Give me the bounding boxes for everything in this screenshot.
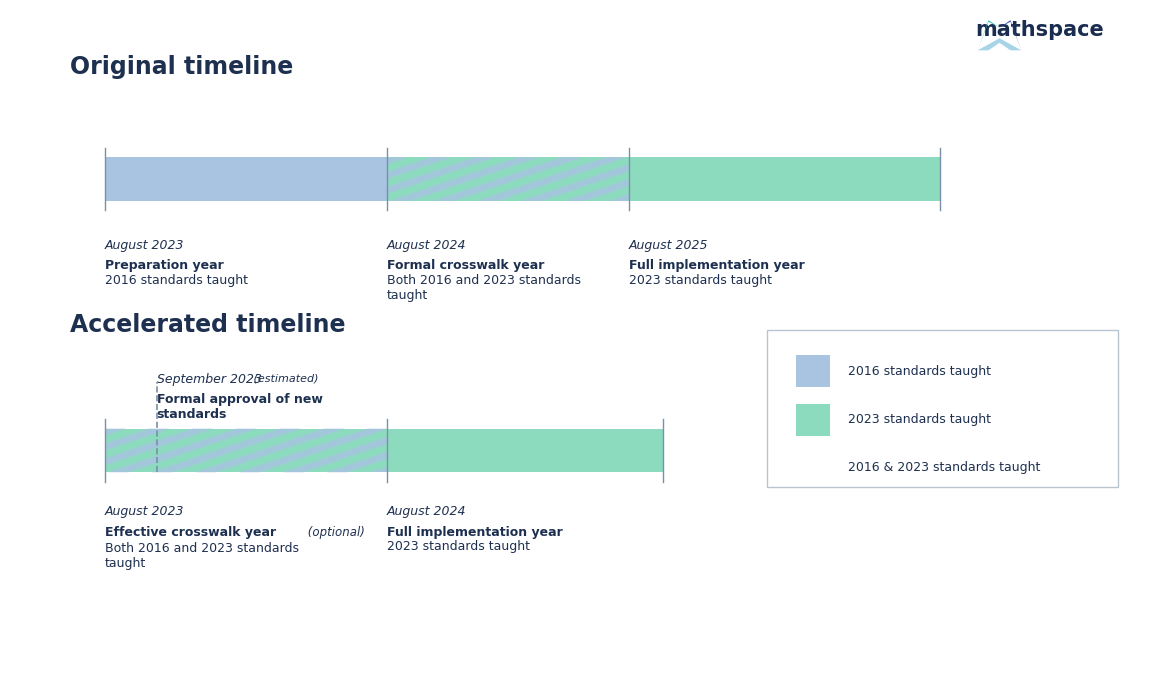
Text: August 2023: August 2023 (105, 240, 185, 252)
Text: August 2024: August 2024 (387, 505, 466, 518)
Text: Formal approval of new
standards: Formal approval of new standards (157, 394, 323, 421)
Text: mathspace: mathspace (975, 20, 1104, 40)
Polygon shape (327, 452, 387, 472)
Text: Original timeline: Original timeline (70, 55, 294, 79)
Text: (optional): (optional) (304, 526, 365, 538)
Polygon shape (796, 470, 830, 484)
Polygon shape (105, 429, 170, 450)
Polygon shape (434, 157, 583, 201)
Text: Accelerated timeline: Accelerated timeline (70, 313, 346, 337)
Text: August 2025: August 2025 (629, 240, 709, 252)
Text: 2023 standards taught: 2023 standards taught (387, 540, 530, 553)
Polygon shape (387, 157, 495, 194)
Polygon shape (977, 20, 999, 50)
Bar (387, 429, 664, 472)
Polygon shape (522, 164, 629, 201)
Polygon shape (105, 429, 213, 466)
Text: Full implementation year: Full implementation year (629, 259, 804, 273)
Bar (105, 429, 387, 472)
Polygon shape (195, 429, 344, 472)
Polygon shape (387, 157, 407, 164)
Text: (estimated): (estimated) (250, 374, 319, 384)
Bar (796, 452, 830, 484)
Text: August 2023: August 2023 (105, 505, 185, 518)
Text: Preparation year: Preparation year (105, 259, 224, 273)
Bar (105, 157, 387, 201)
FancyBboxPatch shape (767, 330, 1118, 487)
Text: Both 2016 and 2023 standards
taught: Both 2016 and 2023 standards taught (387, 274, 582, 302)
Text: 2023 standards taught: 2023 standards taught (629, 274, 772, 287)
Bar (796, 404, 830, 435)
Text: Full implementation year: Full implementation year (387, 526, 563, 538)
Text: August 2024: August 2024 (387, 240, 466, 252)
Polygon shape (387, 157, 451, 179)
Polygon shape (239, 429, 387, 472)
Bar (387, 157, 629, 201)
Polygon shape (608, 194, 629, 201)
Polygon shape (796, 455, 830, 474)
Polygon shape (478, 157, 627, 201)
Polygon shape (796, 452, 816, 459)
Text: 2016 standards taught: 2016 standards taught (847, 365, 990, 378)
Bar (796, 355, 830, 388)
Polygon shape (151, 429, 301, 472)
Text: 2023 standards taught: 2023 standards taught (847, 413, 990, 426)
Text: 2016 standards taught: 2016 standards taught (105, 274, 248, 287)
Polygon shape (977, 38, 1021, 50)
Polygon shape (108, 429, 257, 472)
Polygon shape (283, 437, 387, 472)
Polygon shape (565, 179, 629, 201)
Polygon shape (105, 429, 126, 435)
Text: Effective crosswalk year: Effective crosswalk year (105, 526, 276, 538)
Polygon shape (999, 20, 1021, 50)
Polygon shape (370, 466, 387, 472)
Text: September 2023: September 2023 (157, 374, 262, 386)
Polygon shape (390, 157, 539, 201)
Text: 2016 & 2023 standards taught: 2016 & 2023 standards taught (847, 462, 1040, 474)
Bar (629, 157, 939, 201)
Text: Formal crosswalk year: Formal crosswalk year (387, 259, 545, 273)
Text: Both 2016 and 2023 standards
taught: Both 2016 and 2023 standards taught (105, 542, 299, 570)
